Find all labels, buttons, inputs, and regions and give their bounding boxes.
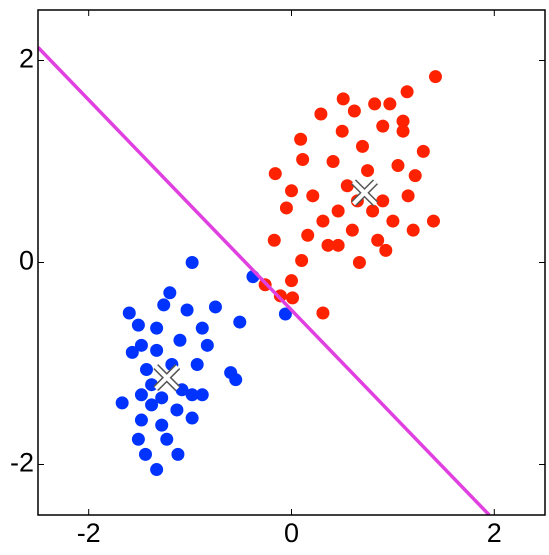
point [294,132,308,146]
point [347,104,361,118]
point [386,214,400,228]
y-tick-label: 0 [19,246,34,276]
point [150,463,164,477]
point [150,343,164,357]
point [401,189,415,203]
point [376,119,390,133]
point [406,223,420,237]
point [163,286,177,300]
x-tick-label: 0 [284,518,299,548]
point [316,306,330,320]
point [428,70,442,84]
point [200,338,214,352]
point [368,97,382,111]
point [224,366,238,380]
point [157,298,171,312]
point [314,107,328,121]
point [170,403,184,417]
point [180,303,194,317]
point [138,447,152,461]
point [376,194,390,208]
point [371,233,385,247]
point [285,274,298,288]
point [335,124,349,138]
point [115,396,129,410]
point [326,155,340,168]
point [321,238,335,252]
point [131,318,145,332]
point [400,85,414,99]
y-tick-label: 2 [19,44,34,74]
point [139,363,153,377]
point [185,256,199,269]
point [185,411,199,425]
point [273,289,287,303]
point [295,253,309,267]
point [134,413,148,427]
point [383,97,397,111]
plot-frame [37,9,546,516]
point [408,169,422,183]
point [268,167,282,181]
point [331,204,345,218]
point [379,243,393,257]
point [145,378,159,392]
point [352,256,366,269]
point [306,189,320,203]
point [361,164,375,178]
point [296,152,310,166]
point [396,114,410,128]
point [285,184,298,198]
point [155,418,169,432]
point [134,388,148,402]
point [416,144,430,158]
y-tick-label: -2 [10,448,34,478]
point [185,388,199,402]
point [171,447,185,461]
point [345,223,359,237]
point [195,388,209,402]
point [366,204,380,218]
point [233,315,247,329]
point [160,432,174,446]
point [391,159,405,173]
point [122,306,136,320]
point [190,358,204,372]
point [340,179,354,193]
x-tick-label: 2 [487,518,502,548]
point [131,432,145,446]
decision-line [38,46,491,515]
point [155,391,169,405]
point [331,238,345,252]
centroid [154,365,180,391]
point [278,307,292,321]
point [355,139,369,153]
point [208,300,222,314]
point [150,321,164,335]
point [145,398,159,412]
point [125,345,139,359]
point [286,291,300,305]
point [396,124,410,138]
point [426,214,440,228]
point [173,333,187,347]
point [195,321,209,335]
point [134,338,148,352]
point [301,228,315,242]
centroid [352,180,377,206]
point [267,233,281,247]
point [336,92,350,106]
point [316,214,330,228]
point [279,201,293,215]
x-tick-label: -2 [77,518,101,548]
